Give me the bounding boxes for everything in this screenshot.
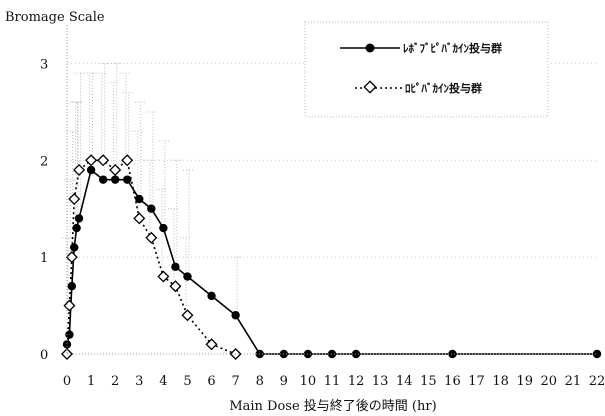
x-tick-label-22: 22 [589, 374, 605, 389]
x-tick-label-20: 20 [541, 374, 558, 389]
legend-marker-series-2 [363, 80, 377, 94]
x-tick-label-0: 0 [63, 374, 71, 389]
x-tick-label-19: 19 [516, 374, 533, 389]
data-point-series-2 [145, 231, 158, 244]
data-point-series-2 [205, 338, 218, 351]
x-axis-label: Main Dose 投与終了後の時間 (hr) [229, 398, 436, 414]
x-tick-labels: 0 1 2 3 4 5 6 7 8 9 10 11 12 13 14 15 16 17 18 19 20 21 22 [63, 374, 605, 389]
data-point-series-1 [67, 282, 77, 291]
series-line-1 [66, 168, 597, 355]
x-tick-label-7: 7 [231, 374, 239, 389]
data-point-series-1 [592, 349, 602, 359]
data-point-series-1 [448, 349, 457, 359]
x-tick-label-8: 8 [256, 374, 264, 389]
data-point-series-1 [171, 262, 180, 272]
data-point-series-2 [68, 193, 81, 206]
legend-label-series-2: ﾛﾋﾟﾊﾞｶｲﾝ投与群 [405, 81, 482, 95]
data-point-series-1 [231, 311, 240, 320]
x-tick-label-9: 9 [280, 374, 288, 389]
data-point-series-1 [62, 340, 72, 349]
y-tick-label-0: 0 [40, 348, 48, 363]
data-point-series-1 [110, 175, 120, 184]
x-tick-label-2: 2 [111, 374, 119, 389]
data-point-series-1 [70, 243, 79, 252]
data-point-series-2 [121, 154, 134, 167]
data-point-series-1 [159, 223, 168, 233]
y-axis-label: Bromage Scale [5, 10, 105, 25]
x-tick-label-4: 4 [159, 374, 167, 389]
x-tick-label-18: 18 [492, 374, 509, 389]
x-tick-label-21: 21 [565, 374, 582, 389]
data-point-series-2 [109, 163, 122, 176]
error-bars [61, 62, 244, 316]
data-point-series-2 [181, 309, 194, 322]
x-tick-label-16: 16 [444, 374, 461, 389]
data-point-series-1 [207, 291, 216, 301]
x-tick-label-10: 10 [300, 374, 317, 389]
data-point-series-2 [63, 299, 76, 312]
data-point-series-1 [72, 223, 81, 233]
data-point-series-2 [97, 154, 110, 167]
x-tick-label-3: 3 [135, 374, 143, 389]
data-point-series-1 [147, 204, 156, 213]
y-tick-label-3: 3 [40, 57, 48, 72]
x-tick-label-5: 5 [183, 374, 191, 389]
data-point-series-1 [98, 175, 108, 184]
data-point-series-2 [169, 280, 182, 293]
data-point-series-2 [133, 212, 146, 225]
legend: ﾚﾎﾞﾌﾞﾋﾟﾊﾞｶｲﾝ投与群 ﾛﾋﾟﾊﾞｶｲﾝ投与群 [304, 21, 549, 118]
legend-box [304, 21, 549, 118]
data-point-series-1 [86, 165, 96, 175]
data-point-series-1 [183, 272, 192, 281]
data-point-series-1 [74, 214, 84, 223]
y-tick-labels: 0 1 2 3 [40, 57, 48, 363]
data-point-series-2 [157, 270, 170, 283]
series-markers [60, 154, 602, 361]
x-tick-label-13: 13 [372, 374, 389, 389]
x-tick-label-12: 12 [348, 374, 365, 389]
x-tick-label-15: 15 [420, 374, 437, 389]
legend-marker-series-1 [365, 43, 375, 53]
legend-label-series-1: ﾚﾎﾞﾌﾞﾋﾟﾊﾞｶｲﾝ投与群 [403, 41, 502, 55]
x-tick-label-14: 14 [396, 374, 413, 389]
data-point-series-1 [123, 175, 132, 184]
data-point-series-2 [73, 163, 86, 176]
x-tick-label-17: 17 [468, 374, 485, 389]
data-point-series-1 [135, 194, 144, 204]
x-tick-label-6: 6 [207, 374, 215, 389]
x-tick-label-11: 11 [324, 374, 341, 389]
y-tick-label-1: 1 [40, 251, 48, 266]
data-point-series-2 [65, 251, 78, 264]
axes [66, 25, 597, 355]
x-tick-label-1: 1 [87, 374, 95, 389]
y-tick-label-2: 2 [40, 154, 48, 169]
data-point-series-1 [65, 330, 74, 339]
data-point-series-1 [351, 349, 361, 359]
data-point-series-2 [85, 154, 98, 167]
